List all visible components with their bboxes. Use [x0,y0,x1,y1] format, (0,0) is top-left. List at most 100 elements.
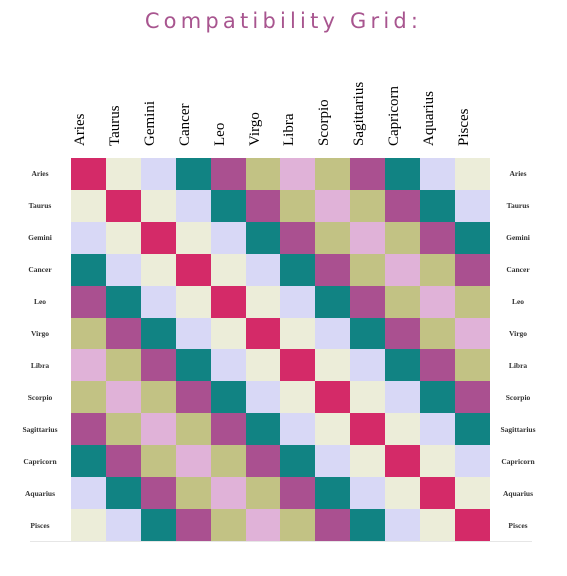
grid-cell [420,317,456,350]
grid-cell [245,508,281,542]
grid-cell [350,508,386,542]
grid-cell [71,317,107,350]
grid-cell [175,189,212,223]
column-label-text: Sagittarius [351,81,368,146]
column-label-sagittarius: Sagittarius [350,72,384,146]
grid-cell [175,221,212,255]
grid-cell [420,253,456,287]
grid-cell [454,253,491,287]
grid-cell [315,253,351,287]
grid-cell [385,317,421,350]
grid-cell [454,158,491,191]
grid-cell [245,317,281,350]
grid-cell [245,477,281,510]
grid-cell [210,189,247,223]
page-title: Compatibility Grid: [144,9,423,33]
grid-cell [245,158,281,191]
grid-cell [385,413,421,446]
column-label-text: Scorpio [316,99,333,146]
grid-cell [454,221,491,255]
grid-cell [175,253,212,287]
grid-cell [420,221,456,255]
grid-cell [245,381,281,414]
grid-cell [140,253,177,287]
grid-cell [454,508,491,542]
row-label-right-capricorn: Capricorn [501,457,535,466]
grid-cell [140,508,177,542]
grid-cell [350,253,386,287]
grid-cell [385,349,421,382]
grid-cell [140,317,177,350]
grid-cell [140,477,177,510]
grid-cell [315,158,351,191]
grid-cell [71,349,107,382]
grid-cell [420,381,456,414]
row-label-left-virgo: Virgo [30,329,50,338]
grid-cell [280,221,316,255]
row-label-right-pisces: Pisces [508,521,528,530]
column-label-capricorn: Capricorn [385,72,419,146]
grid-cell [140,221,177,255]
grid-cell [280,285,316,319]
row-label-right-gemini: Gemini [506,233,530,242]
column-label-taurus: Taurus [106,72,140,146]
row-label-left-gemini: Gemini [28,233,52,242]
grid-cell [315,381,351,414]
grid-cell [385,158,421,191]
grid-cell [245,445,281,478]
grid-cell [71,285,107,319]
row-label-left-aries: Aries [31,169,49,178]
grid-cell [105,221,142,255]
grid-cell [71,189,107,223]
grid-cell [420,158,456,191]
row-label-left-sagittarius: Sagittarius [22,425,58,434]
column-label-text: Virgo [246,112,263,146]
row-label-right-aries: Aries [509,169,527,178]
column-label-text: Capricorn [386,86,403,146]
grid-cell [280,445,316,478]
grid-cell [210,317,247,350]
grid-cell [71,413,107,446]
column-label-aquarius: Aquarius [420,72,454,146]
grid-cell [210,158,247,191]
grid-cell [210,508,247,542]
grid-cell [350,445,386,478]
column-label-text: Leo [211,122,228,146]
grid-cell [71,445,107,478]
grid-cell [71,221,107,255]
grid-cell [385,253,421,287]
grid-cell [280,477,316,510]
grid-cell [385,381,421,414]
grid-cell [140,413,177,446]
grid-cell [454,349,491,382]
row-label-right-scorpio: Scorpio [505,393,531,402]
grid-cell [245,413,281,446]
grid-cell [140,349,177,382]
grid-cell [420,413,456,446]
grid-cell [175,158,212,191]
grid-cell [280,158,316,191]
grid-cell [210,349,247,382]
grid-cell [71,508,107,542]
row-label-left-scorpio: Scorpio [27,393,53,402]
column-label-text: Cancer [176,103,193,146]
grid-cell [71,477,107,510]
grid-cell [175,349,212,382]
row-label-left-aquarius: Aquarius [24,489,55,498]
grid-cell [140,285,177,319]
row-label-right-leo: Leo [511,297,525,306]
grid-cell [385,445,421,478]
row-label-left-cancer: Cancer [28,265,52,274]
grid-cell [350,285,386,319]
grid-cell [105,158,142,191]
grid-cell [280,253,316,287]
grid-cell [350,317,386,350]
grid-cell [140,158,177,191]
grid-cell [210,413,247,446]
grid-cell [140,381,177,414]
column-label-virgo: Virgo [246,72,280,146]
grid-cell [105,381,142,414]
grid-cell [350,477,386,510]
grid-cell [210,445,247,478]
grid-cell [210,477,247,510]
